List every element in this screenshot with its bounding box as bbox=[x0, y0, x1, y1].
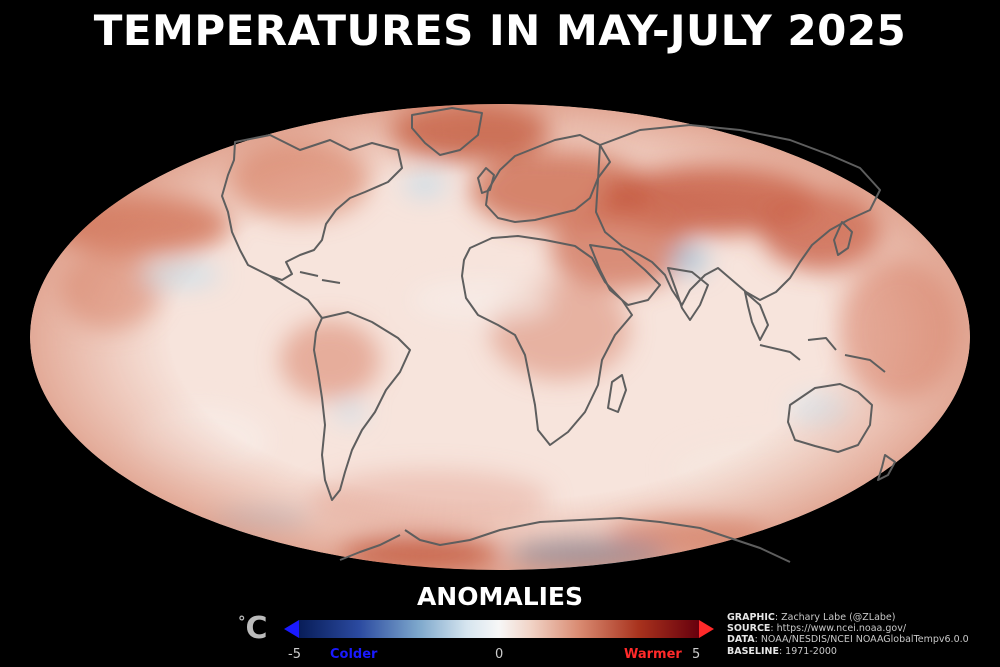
coastline-madagascar bbox=[607, 374, 627, 413]
coastline-africa bbox=[461, 235, 633, 446]
coastline-india bbox=[667, 267, 709, 321]
coastline-caribbean bbox=[299, 271, 341, 284]
tick-max: 5 bbox=[692, 647, 701, 662]
degree-symbol: ° bbox=[238, 613, 246, 631]
credit-graphic: GRAPHIC: Zachary Labe (@ZLabe) bbox=[727, 612, 896, 623]
coastline-north-america bbox=[221, 134, 403, 281]
coastline-japan bbox=[833, 221, 853, 256]
page-title: TEMPERATURES IN MAY-JULY 2025 bbox=[93, 6, 907, 55]
coastline-uk bbox=[477, 167, 495, 194]
warmer-label: Warmer bbox=[624, 647, 682, 662]
credit-baseline: BASELINE: 1971-2000 bbox=[727, 645, 837, 657]
unit-label: °C bbox=[238, 611, 268, 646]
legend-heading: ANOMALIES bbox=[416, 582, 584, 611]
credit-data: DATA: NOAA/NESDIS/NCEI NOAAGlobalTempv6.… bbox=[727, 634, 969, 646]
coastlines bbox=[221, 107, 896, 563]
tick-mid: 0 bbox=[495, 647, 504, 662]
coastline-central-america bbox=[269, 275, 323, 319]
coastline-greenland bbox=[411, 107, 483, 156]
credits-block: GRAPHIC: Zachary Labe (@ZLabe) SOURCE: h… bbox=[727, 612, 969, 657]
coastline-australia bbox=[787, 383, 873, 453]
credit-source: SOURCE: https://www.ncei.noaa.gov/ bbox=[727, 623, 907, 635]
colorbar-gradient bbox=[299, 620, 699, 638]
colorbar bbox=[284, 620, 714, 638]
coastline-south-america bbox=[313, 311, 411, 501]
coastline-arabia bbox=[589, 244, 661, 306]
coastline-indonesia bbox=[759, 337, 886, 373]
colder-label: Colder bbox=[330, 647, 378, 662]
unit-letter: C bbox=[245, 611, 268, 646]
coastline-new-zealand bbox=[877, 454, 896, 481]
tick-min: -5 bbox=[288, 647, 301, 662]
coastline-southeast-asia bbox=[744, 291, 769, 341]
colorbar-cold-arrow bbox=[284, 620, 299, 638]
colorbar-warm-arrow bbox=[699, 620, 714, 638]
coastline-antarctica bbox=[339, 517, 791, 563]
anomaly-field bbox=[30, 104, 970, 570]
coastline-asia bbox=[595, 124, 881, 306]
